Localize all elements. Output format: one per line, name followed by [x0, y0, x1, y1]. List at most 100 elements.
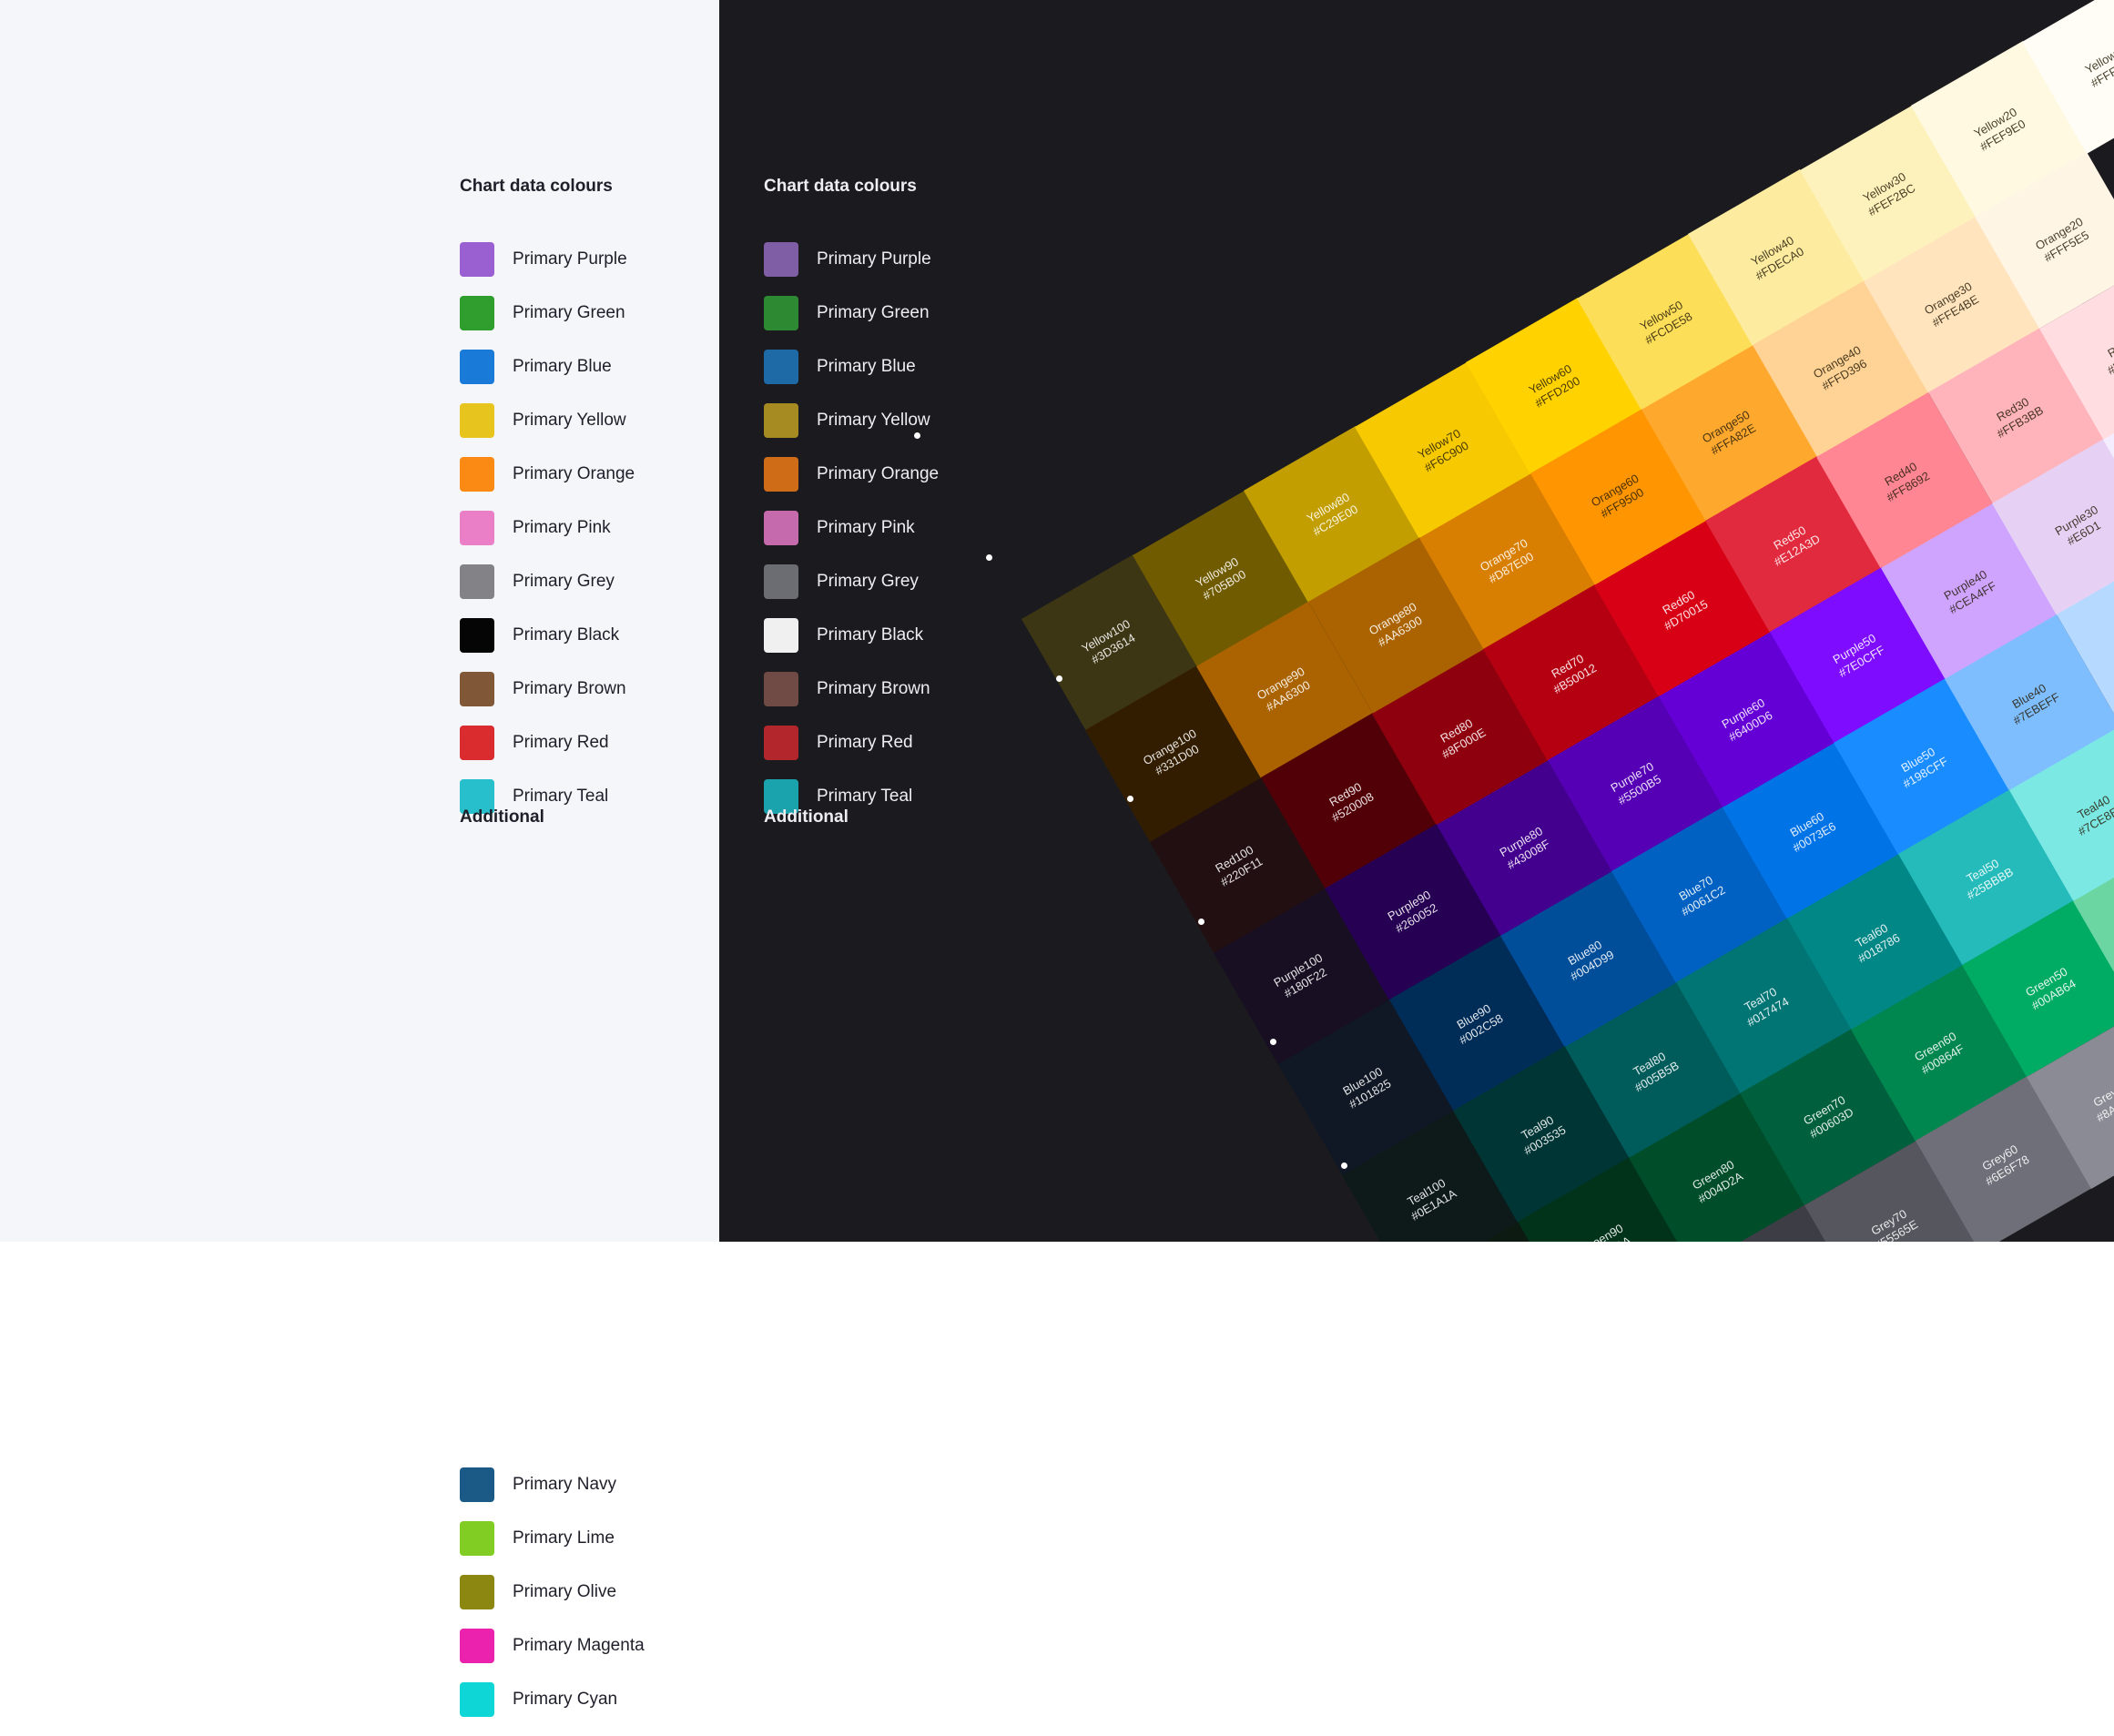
legend-swatch — [764, 296, 798, 330]
legend-swatch — [460, 511, 494, 545]
legend-label: Primary Red — [513, 733, 609, 752]
legend-label: Primary Purple — [817, 249, 931, 269]
legend-label: Primary Pink — [513, 518, 611, 537]
legend-item-primary-purple: Primary Purple — [460, 242, 627, 277]
legend-label: Primary Brown — [513, 679, 626, 698]
legend-swatch — [460, 726, 494, 760]
legend-item-primary-cyan: Primary Cyan — [460, 1682, 617, 1717]
boundary-dot — [986, 554, 992, 561]
legend-label: Primary Purple — [513, 249, 627, 269]
legend-item-primary-brown: Primary Brown — [460, 672, 626, 706]
legend-items: Primary Purple Primary Green Primary Blue P… — [460, 242, 635, 833]
legend-swatch — [764, 457, 798, 492]
legend-label: Primary Orange — [513, 464, 635, 483]
legend-item-primary-blue: Primary Blue — [764, 350, 916, 384]
colour-palette-grid: Yellow100 #3D3614 Yellow90 #705B00 Yellow80 #… — [719, 0, 2114, 1242]
legend-swatch — [764, 403, 798, 438]
legend-swatch — [764, 564, 798, 599]
legend-label: Primary Yellow — [817, 411, 930, 430]
light-theme-panel: Chart data colours Primary Purple Primary… — [0, 0, 719, 1717]
legend-item-primary-grey: Primary Grey — [764, 564, 919, 599]
legend-swatch — [460, 296, 494, 330]
legend-swatch — [460, 1629, 494, 1663]
legend-label: Primary Grey — [513, 572, 615, 591]
legend-label: Primary Grey — [817, 572, 919, 591]
legend-title: Chart data colours — [460, 177, 613, 196]
legend-item-primary-orange: Primary Orange — [764, 457, 939, 492]
boundary-dot — [1270, 1039, 1276, 1045]
boundary-dot — [914, 432, 920, 439]
dark-theme-panel: Chart data colours Primary Purple Primary… — [719, 0, 2114, 1242]
legend-label: Primary Green — [817, 303, 930, 322]
legend-item-primary-teal: Primary Teal — [460, 779, 608, 814]
legend-item-primary-magenta: Primary Magenta — [460, 1629, 645, 1663]
legend-swatch — [460, 403, 494, 438]
legend-label: Primary Pink — [817, 518, 915, 537]
legend-item-primary-grey: Primary Grey — [460, 564, 615, 599]
legend-label: Primary Magenta — [513, 1636, 645, 1655]
legend-item-primary-black: Primary Black — [460, 618, 619, 653]
legend-swatch — [460, 618, 494, 653]
legend-swatch — [460, 672, 494, 706]
legend-items: Primary Purple Primary Green Primary Blue P… — [764, 242, 939, 833]
legend-item-primary-navy: Primary Navy — [460, 1467, 616, 1502]
legend-label: Primary Black — [817, 625, 924, 645]
legend-swatch — [764, 511, 798, 545]
dark-legend: Chart data colours Primary Purple Primary… — [764, 175, 939, 1058]
legend-item-primary-olive: Primary Olive — [460, 1575, 616, 1609]
legend-label: Primary Green — [513, 303, 625, 322]
legend-swatch — [460, 350, 494, 384]
boundary-dot — [1056, 675, 1062, 682]
legend-item-primary-lime: Primary Lime — [460, 1521, 615, 1556]
legend-label: Primary Teal — [817, 787, 913, 806]
boundary-dot — [1341, 1162, 1347, 1169]
legend-item-primary-orange: Primary Orange — [460, 457, 635, 492]
legend-swatch — [460, 779, 494, 814]
legend-label: Primary Navy — [513, 1475, 617, 1494]
legend-label: Primary Olive — [513, 1582, 617, 1601]
legend-item-primary-purple: Primary Purple — [764, 242, 931, 277]
legend-item-primary-black: Primary Black — [764, 618, 923, 653]
legend-swatch — [764, 726, 798, 760]
boundary-dot — [1198, 919, 1204, 925]
light-legend: Chart data colours Primary Purple Primary… — [460, 175, 645, 1717]
legend-item-primary-red: Primary Red — [764, 726, 913, 760]
legend-item-primary-pink: Primary Pink — [764, 511, 915, 545]
legend-label: Primary Blue — [513, 357, 612, 376]
legend-label: Primary Black — [513, 625, 620, 645]
legend-item-primary-red: Primary Red — [460, 726, 609, 760]
legend-label: Primary Blue — [817, 357, 916, 376]
legend-swatch — [764, 618, 798, 653]
legend-swatch — [460, 1521, 494, 1556]
legend-label: Primary Teal — [513, 787, 609, 806]
legend-item-primary-yellow: Primary Yellow — [764, 403, 930, 438]
legend-item-primary-brown: Primary Brown — [764, 672, 930, 706]
legend-swatch — [460, 1575, 494, 1609]
legend-item-primary-blue: Primary Blue — [460, 350, 612, 384]
legend-label: Primary Brown — [817, 679, 930, 698]
legend-item-primary-pink: Primary Pink — [460, 511, 611, 545]
legend-item-primary-green: Primary Green — [460, 296, 625, 330]
legend-item-primary-green: Primary Green — [764, 296, 930, 330]
legend-label: Primary Red — [817, 733, 913, 752]
legend-item-primary-yellow: Primary Yellow — [460, 403, 626, 438]
legend-item-primary-teal: Primary Teal — [764, 779, 912, 814]
legend-label: Primary Orange — [817, 464, 940, 483]
additional-items: Primary Navy Primary Lime Primary Olive Pri… — [460, 1467, 645, 1736]
additional-title: Additional — [460, 807, 544, 827]
legend-swatch — [460, 1467, 494, 1502]
legend-label: Primary Cyan — [513, 1690, 618, 1709]
legend-swatch — [460, 242, 494, 277]
legend-swatch — [764, 350, 798, 384]
additional-title: Additional — [764, 807, 849, 827]
boundary-dot — [1127, 796, 1133, 802]
legend-swatch — [460, 564, 494, 599]
legend-label: Primary Yellow — [513, 411, 626, 430]
legend-swatch — [764, 672, 798, 706]
legend-swatch — [460, 1682, 494, 1717]
swatch-name: Red20 — [2105, 330, 2114, 360]
legend-label: Primary Lime — [513, 1528, 615, 1548]
legend-title: Chart data colours — [764, 177, 917, 196]
legend-swatch — [764, 779, 798, 814]
legend-swatch — [460, 457, 494, 492]
